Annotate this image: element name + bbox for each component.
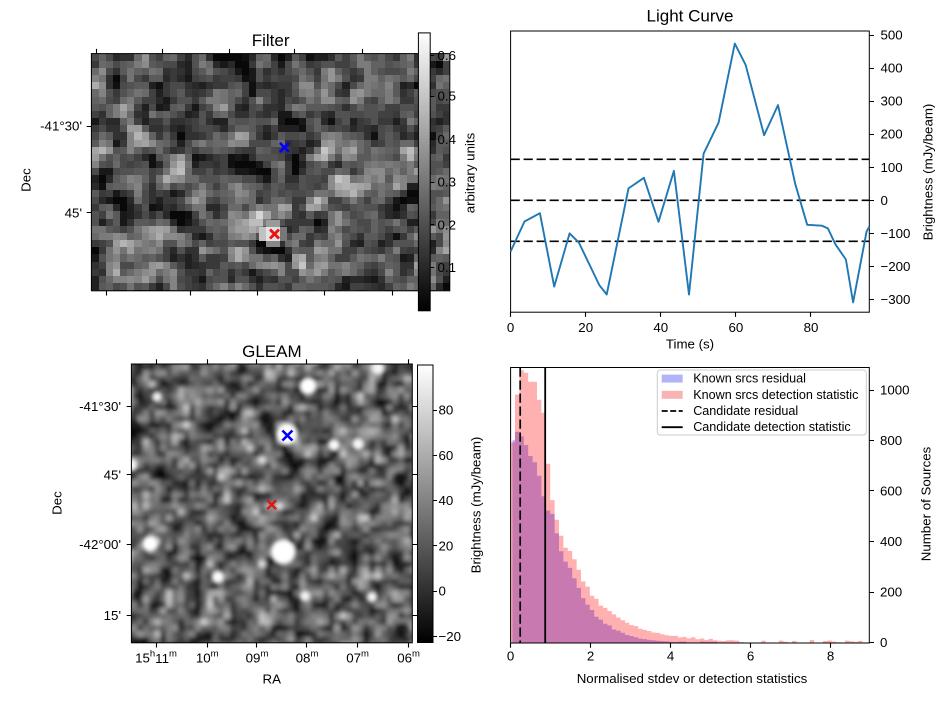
svg-text:0.2: 0.2 [438, 217, 457, 232]
svg-text:0: 0 [881, 193, 888, 208]
svg-text:Known srcs detection statistic: Known srcs detection statistic [693, 388, 858, 402]
svg-text:RA: RA [263, 672, 282, 687]
svg-text:0.1: 0.1 [438, 260, 457, 275]
svg-text:0.5: 0.5 [438, 89, 457, 104]
svg-text:6: 6 [747, 649, 754, 664]
svg-text:Number of Sources: Number of Sources [919, 446, 934, 561]
svg-text:15': 15' [104, 608, 121, 623]
svg-text:Brightness (mJy/beam): Brightness (mJy/beam) [921, 104, 936, 241]
svg-text:arbitrary units: arbitrary units [463, 132, 478, 213]
svg-text:0.4: 0.4 [438, 132, 457, 147]
svg-text:Light Curve: Light Curve [647, 7, 734, 26]
svg-text:Normalised stdev or detection: Normalised stdev or detection statistics [577, 671, 808, 686]
svg-text:20: 20 [439, 538, 454, 553]
svg-text:400: 400 [881, 61, 903, 76]
svg-text:400: 400 [880, 534, 902, 549]
svg-text:-42°00': -42°00' [79, 537, 121, 552]
svg-text:Brightness (mJy/beam): Brightness (mJy/beam) [469, 437, 484, 574]
svg-text:−300: −300 [881, 292, 911, 307]
svg-text:0: 0 [439, 584, 446, 599]
svg-text:−100: −100 [881, 226, 911, 241]
svg-text:0: 0 [507, 320, 514, 335]
svg-text:−20: −20 [439, 629, 462, 644]
svg-text:-41°30': -41°30' [79, 399, 121, 414]
svg-text:Candidate residual: Candidate residual [693, 404, 798, 418]
svg-text:0: 0 [880, 635, 887, 650]
svg-text:80: 80 [804, 320, 819, 335]
svg-text:100: 100 [881, 160, 903, 175]
svg-text:-41°30': -41°30' [40, 119, 82, 134]
svg-text:45': 45' [104, 468, 121, 483]
svg-text:Dec: Dec [50, 491, 65, 515]
svg-text:60: 60 [439, 448, 454, 463]
svg-text:500: 500 [881, 28, 903, 43]
svg-text:8: 8 [827, 649, 834, 664]
svg-text:4: 4 [667, 649, 674, 664]
svg-text:GLEAM: GLEAM [242, 342, 302, 361]
svg-text:600: 600 [880, 484, 902, 499]
svg-text:1000: 1000 [880, 383, 910, 398]
svg-text:Known srcs residual: Known srcs residual [693, 372, 806, 386]
svg-text:300: 300 [881, 94, 903, 109]
svg-text:40: 40 [439, 493, 454, 508]
svg-text:200: 200 [881, 127, 903, 142]
svg-text:45': 45' [65, 205, 82, 220]
svg-text:20: 20 [578, 320, 593, 335]
svg-text:Dec: Dec [19, 168, 34, 192]
svg-text:0: 0 [507, 649, 514, 664]
svg-text:40: 40 [653, 320, 668, 335]
svg-text:0.3: 0.3 [438, 175, 457, 190]
svg-text:Filter: Filter [252, 31, 290, 50]
svg-text:Candidate detection statistic: Candidate detection statistic [693, 420, 851, 434]
svg-text:80: 80 [439, 403, 454, 418]
svg-text:800: 800 [880, 433, 902, 448]
svg-text:15h11m: 15h11m [135, 648, 177, 666]
svg-text:2: 2 [587, 649, 594, 664]
svg-text:60: 60 [729, 320, 744, 335]
svg-text:−200: −200 [881, 259, 911, 274]
svg-text:Time (s): Time (s) [666, 337, 714, 352]
svg-text:200: 200 [880, 585, 902, 600]
svg-text:0.6: 0.6 [438, 48, 457, 63]
